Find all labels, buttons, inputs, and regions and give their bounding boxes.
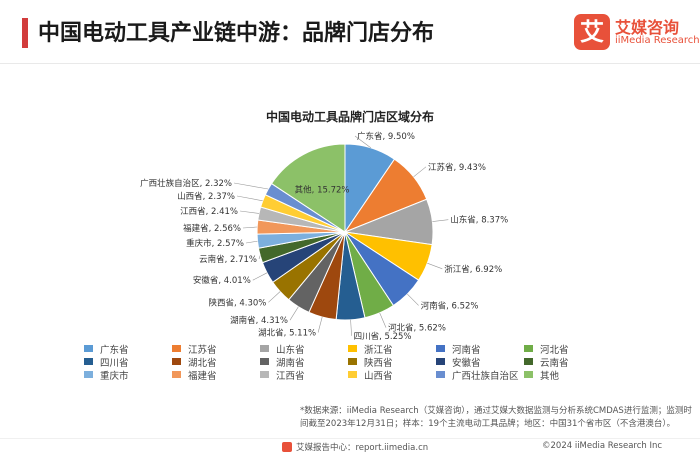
- slice-label-3: 山东省, 8.37%: [450, 215, 508, 226]
- legend-label-3: 山东省: [276, 345, 305, 356]
- source-note-line-1: *数据来源：iiMedia Research（艾媒咨询），通过艾媒大数据监测与分…: [300, 406, 692, 416]
- leader-line-1: [354, 135, 372, 149]
- leader-line-2: [413, 166, 427, 178]
- slice-label-1: 广东省, 9.50%: [357, 131, 415, 142]
- legend-swatch-2: [172, 345, 181, 352]
- slice-label-13: 重庆市, 2.57%: [186, 238, 244, 249]
- slice-label-4: 浙江省, 6.92%: [444, 264, 502, 275]
- header: 中国电动工具产业链中游：品牌门店分布 艾 艾媒咨询 iiMedia Resear…: [0, 0, 700, 62]
- legend-swatch-16: [348, 371, 357, 378]
- page-title: 中国电动工具产业链中游：品牌门店分布: [38, 21, 435, 46]
- logo-text-cn: 艾媒咨询: [615, 18, 680, 37]
- legend-swatch-9: [260, 358, 269, 365]
- leader-line-3: [432, 219, 449, 222]
- slice-label-8: 湖北省, 5.11%: [258, 328, 316, 339]
- legend-label-1: 广东省: [100, 345, 129, 356]
- source-note: *数据来源：iiMedia Research（艾媒咨询），通过艾媒大数据监测与分…: [300, 405, 692, 431]
- legend-swatch-14: [172, 371, 181, 378]
- legend-swatch-18: [524, 371, 533, 378]
- legend-swatch-1: [84, 345, 93, 352]
- leader-line-11: [252, 272, 268, 281]
- legend-label-11: 安徽省: [452, 358, 481, 369]
- slice-label-16: 山西省, 2.37%: [177, 191, 235, 202]
- slice-label-7: 四川省, 5.25%: [354, 331, 412, 342]
- slice-label-11: 安徽省, 4.01%: [193, 275, 251, 286]
- legend-swatch-11: [436, 358, 445, 365]
- legend-label-8: 湖北省: [188, 358, 217, 369]
- legend-swatch-7: [84, 358, 93, 365]
- legend-label-14: 福建省: [188, 371, 217, 382]
- slice-label-5: 河南省, 6.52%: [421, 300, 479, 311]
- leader-line-16: [236, 195, 263, 202]
- legend-label-6: 河北省: [540, 345, 569, 356]
- logo-text-en: iiMedia Research: [615, 35, 700, 46]
- legend-swatch-8: [172, 358, 181, 365]
- legend-label-13: 重庆市: [100, 371, 129, 382]
- legend-label-7: 四川省: [100, 358, 129, 369]
- leader-line-5: [407, 293, 419, 306]
- legend-label-5: 河南省: [452, 345, 481, 356]
- copyright: ©2024 iiMedia Research Inc: [542, 441, 663, 451]
- report-center-icon: [282, 442, 292, 452]
- legend-swatch-13: [84, 371, 93, 378]
- legend-label-16: 山西省: [364, 371, 393, 382]
- slice-label-6: 河北省, 5.62%: [388, 323, 446, 334]
- legend-label-4: 浙江省: [364, 345, 393, 356]
- legend-swatch-10: [348, 358, 357, 365]
- legend-label-9: 湖南省: [276, 358, 305, 369]
- pie-slice-18: [270, 143, 346, 233]
- leader-line-9: [289, 306, 299, 321]
- legend-label-17: 广西壮族自治区: [452, 371, 519, 382]
- title-accent-bar: [22, 18, 28, 48]
- chart-title: 中国电动工具品牌门店区域分布: [266, 109, 434, 124]
- slice-label-10: 陕西省, 4.30%: [208, 297, 266, 308]
- slice-label-2: 江苏省, 9.43%: [428, 162, 486, 173]
- leader-line-12: [258, 255, 261, 260]
- legend-label-2: 江苏省: [188, 345, 217, 356]
- report-center-link[interactable]: 艾媒报告中心：report.iimedia.cn: [296, 443, 429, 453]
- footer: 艾媒报告中心：report.iimedia.cn ©2024 iiMedia R…: [0, 440, 700, 455]
- leader-line-14: [242, 226, 258, 229]
- leader-line-17: [233, 182, 269, 190]
- legend-swatch-15: [260, 371, 269, 378]
- slice-label-15: 江西省, 2.41%: [180, 206, 238, 217]
- legend-label-10: 陕西省: [364, 358, 393, 369]
- legend-swatch-4: [348, 345, 357, 352]
- header-divider: [0, 63, 700, 64]
- legend-swatch-17: [436, 371, 445, 378]
- legend-swatch-12: [524, 358, 533, 365]
- leader-line-15: [239, 210, 260, 214]
- source-note-line-2: 间截至2023年12月31日；样本：19个主流电动工具品牌；地区：中国31个省市…: [300, 419, 676, 429]
- slice-label-17: 广西壮族自治区, 2.32%: [140, 178, 232, 189]
- leader-line-8: [317, 316, 323, 333]
- slice-label-18: 其他, 15.72%: [295, 184, 350, 195]
- slice-label-9: 湖南省, 4.31%: [230, 315, 288, 326]
- leader-line-4: [427, 262, 443, 270]
- legend-label-12: 云南省: [540, 358, 569, 369]
- legend-swatch-5: [436, 345, 445, 352]
- leader-line-10: [268, 291, 281, 303]
- leader-line-13: [245, 240, 258, 244]
- legend-swatch-6: [524, 345, 533, 352]
- logo-mark-icon: 艾: [574, 14, 610, 50]
- footer-divider: [0, 438, 700, 439]
- legend-label-15: 江西省: [276, 371, 305, 382]
- legend-swatch-3: [260, 345, 269, 352]
- leader-line-7: [350, 319, 352, 336]
- slice-label-14: 福建省, 2.56%: [183, 223, 241, 234]
- iimedia-logo[interactable]: 艾 艾媒咨询 iiMedia Research: [574, 12, 700, 54]
- leader-line-6: [379, 312, 387, 328]
- slice-label-12: 云南省, 2.71%: [199, 254, 257, 265]
- legend-label-18: 其他: [540, 371, 560, 382]
